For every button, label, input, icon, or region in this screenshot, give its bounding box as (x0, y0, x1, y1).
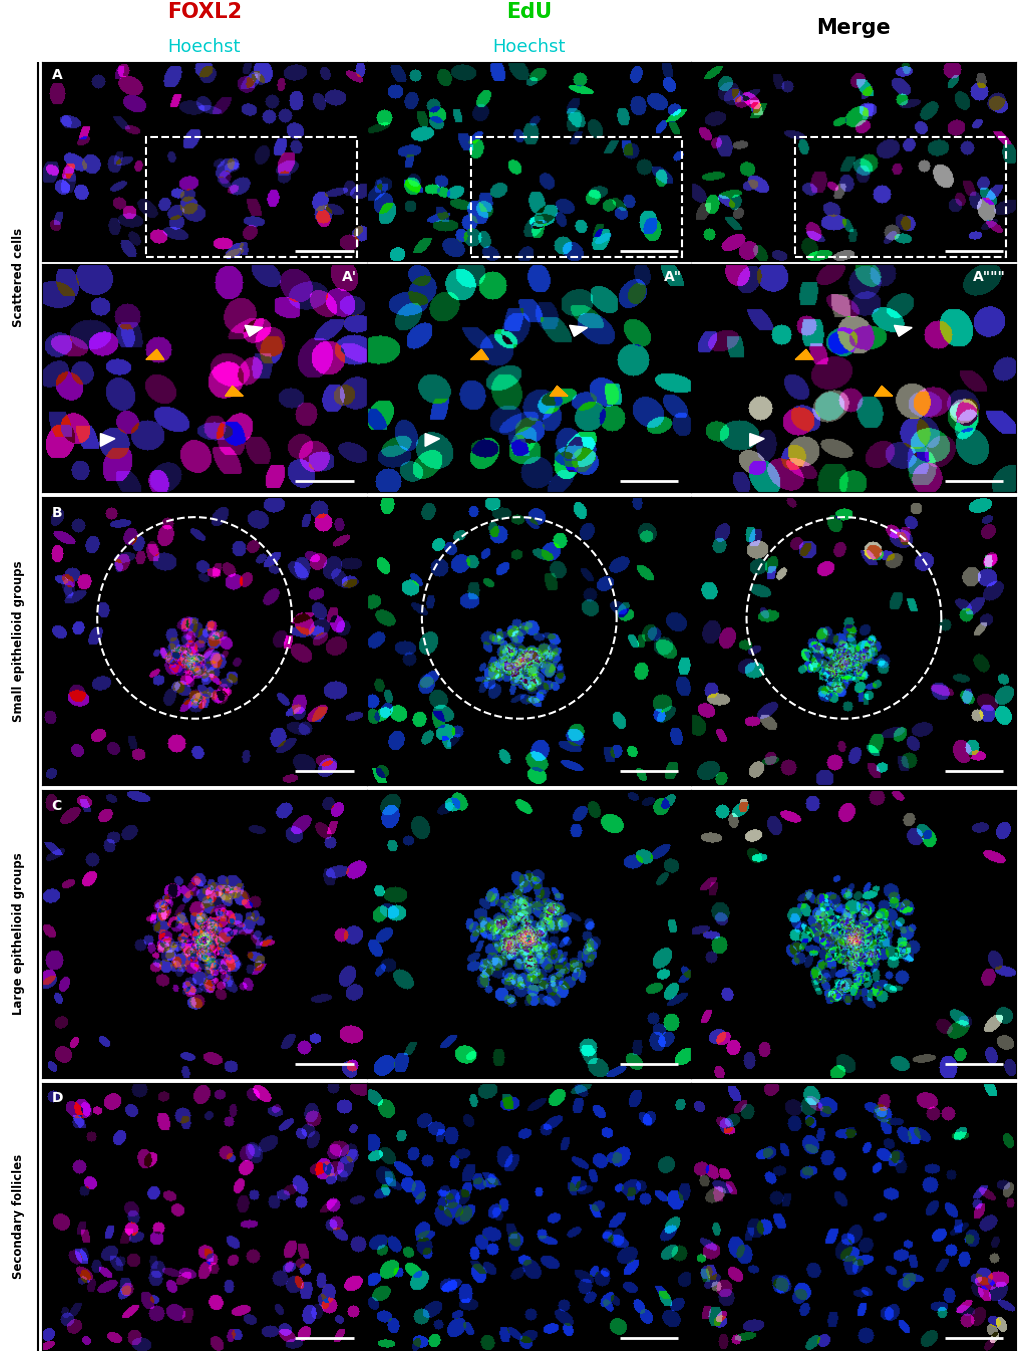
Text: Small epithelioid groups: Small epithelioid groups (12, 561, 24, 721)
Polygon shape (245, 326, 263, 336)
Text: Merge: Merge (815, 18, 890, 38)
Text: A': A' (341, 270, 357, 285)
Text: B: B (52, 505, 62, 520)
Polygon shape (549, 386, 568, 396)
Polygon shape (100, 434, 115, 446)
Polygon shape (795, 350, 812, 359)
Bar (795, 138, 1006, 257)
Polygon shape (225, 386, 244, 396)
Polygon shape (569, 326, 587, 336)
Polygon shape (470, 350, 488, 359)
Polygon shape (894, 326, 911, 336)
Text: A": A" (662, 270, 681, 285)
Text: C: C (52, 798, 62, 812)
Bar (146, 138, 357, 257)
Text: Hoechst: Hoechst (492, 38, 566, 55)
Text: D: D (52, 1090, 63, 1105)
Text: Large epithelioid groups: Large epithelioid groups (12, 852, 24, 1015)
Text: FOXL2: FOXL2 (167, 3, 242, 23)
Text: EdU: EdU (505, 3, 551, 23)
Text: Scattered cells: Scattered cells (12, 227, 24, 327)
Polygon shape (749, 434, 763, 446)
Bar (470, 138, 681, 257)
Text: A""": A""" (972, 270, 1006, 285)
Polygon shape (873, 386, 892, 396)
Text: Secondary follicles: Secondary follicles (12, 1154, 24, 1279)
Polygon shape (425, 434, 439, 446)
Text: A: A (52, 68, 62, 82)
Polygon shape (146, 350, 164, 359)
Text: Hoechst: Hoechst (167, 38, 240, 55)
